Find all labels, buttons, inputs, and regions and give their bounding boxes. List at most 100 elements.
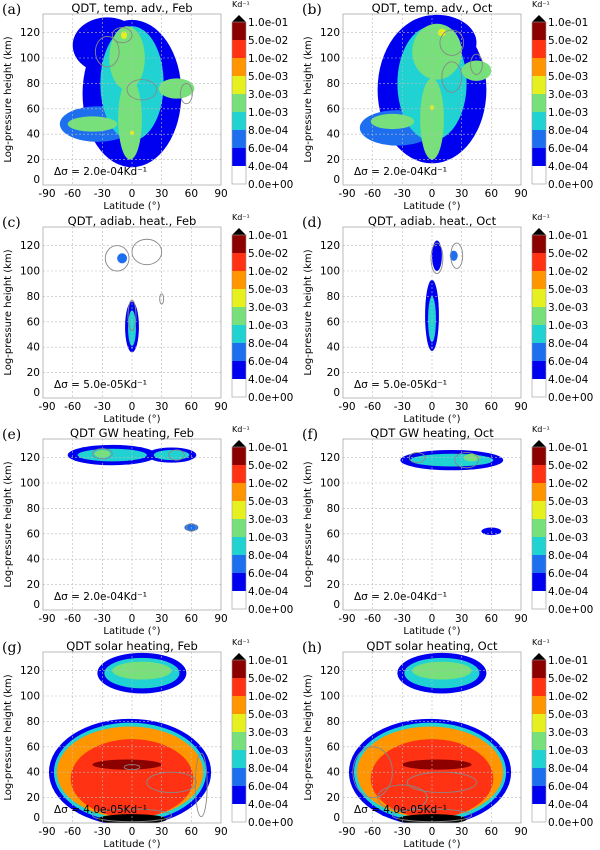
y-tick-label: 60	[27, 528, 40, 540]
colorbar-tick-label: 6.0e-04	[248, 781, 289, 793]
y-tick-label: 100	[320, 478, 340, 490]
y-tick-label: 0	[33, 812, 40, 824]
colorbar-tick-label: 6.0e-04	[248, 356, 289, 368]
colorbar: 1.0e-01 5.0e-02 1.0e-02 5.0e-03 3.0e-03 1.0e-…	[531, 15, 593, 191]
x-tick-label: -90	[38, 188, 55, 200]
y-tick-label: 0	[333, 599, 340, 611]
contour-line	[377, 783, 428, 811]
colorbar-extend-arrow	[232, 227, 246, 235]
colorbar-tick-label: 1.0e-01	[248, 17, 288, 29]
y-axis-label: Log-pressure height (km)	[3, 36, 14, 162]
x-tick-label: -90	[38, 826, 55, 838]
heatmap-region	[412, 661, 472, 679]
colorbar-tick-label: 8.0e-04	[548, 763, 589, 775]
panel-title: QDT, adiab. heat., Feb	[67, 213, 197, 228]
heatmap-region	[67, 116, 118, 132]
x-tick-label: 0	[129, 613, 136, 625]
colorbar-band	[232, 112, 246, 130]
plot-frame	[42, 226, 222, 398]
colorbar-band	[532, 76, 546, 94]
colorbar-band	[532, 501, 546, 519]
x-tick-label: -90	[38, 613, 55, 625]
colorbar-tick-label: 8.0e-04	[248, 550, 289, 562]
colorbar-units: Kd⁻¹	[532, 637, 550, 647]
colorbar-band	[232, 288, 246, 307]
colorbar-band	[532, 465, 546, 483]
x-tick-label: 30	[455, 188, 468, 200]
y-tick-label: 40	[327, 766, 340, 778]
colorbar-tick-label: 5.0e-02	[548, 673, 588, 685]
x-tick-label: 90	[514, 826, 527, 838]
y-axis-label: Log-pressure height (km)	[3, 461, 14, 587]
colorbar-band	[232, 659, 246, 678]
colorbar-band	[532, 40, 546, 58]
colorbar-tick-label: 1.0e-01	[248, 442, 288, 454]
colorbar-band	[532, 360, 546, 379]
colorbar-tick-label: 5.0e-03	[548, 496, 588, 508]
y-tick-label: 40	[27, 129, 40, 141]
heatmap-cells	[359, 14, 492, 164]
heatmap-region	[402, 759, 472, 770]
delta-sigma-label: Δσ = 5.0e-05Kd⁻¹	[54, 378, 147, 390]
colorbar-band	[232, 447, 246, 465]
panel-label: (g)	[2, 639, 22, 656]
x-axis-label: Latitude (°)	[403, 839, 460, 850]
colorbar-tick-label: 3.0e-03	[548, 89, 588, 101]
x-tick-label: 30	[155, 188, 168, 200]
y-tick-label: 60	[27, 103, 40, 115]
panel-title: QDT solar heating, Oct	[366, 638, 498, 653]
colorbar-tick-label: 4.0e-04	[248, 586, 289, 598]
colorbar-tick-label: 1.0e-03	[248, 745, 288, 757]
colorbar-tick-label: 4.0e-04	[548, 161, 589, 173]
y-tick-label: 20	[27, 154, 40, 166]
y-tick-label: 20	[327, 792, 340, 804]
colorbar-tick-label: 5.0e-02	[248, 460, 288, 472]
colorbar-band	[232, 573, 246, 591]
colorbar-band	[532, 342, 546, 361]
colorbar-tick-label: 6.0e-04	[548, 143, 589, 155]
y-axis-label: Log-pressure height (km)	[303, 249, 314, 375]
colorbar-tick-label: 1.0e-02	[548, 691, 588, 703]
colorbar-band	[232, 40, 246, 58]
colorbar-tick-label: 5.0e-03	[248, 496, 288, 508]
colorbar-band	[532, 749, 546, 768]
contour-line	[408, 452, 426, 464]
colorbar-band	[532, 591, 546, 609]
colorbar: 1.0e-01 5.0e-02 1.0e-02 5.0e-03 3.0e-03 1.0e-…	[231, 440, 293, 616]
colorbar-band	[232, 58, 246, 76]
colorbar-tick-label: 0.0e+00	[248, 604, 293, 616]
colorbar-band	[232, 166, 246, 184]
y-tick-label: 40	[327, 341, 340, 353]
colorbar-tick-label: 5.0e-02	[548, 35, 588, 47]
heatmap-region	[94, 449, 111, 458]
plot-frame	[42, 438, 222, 611]
y-tick-label: 120	[20, 665, 40, 677]
x-tick-label: 30	[455, 826, 468, 838]
delta-sigma-label: Δσ = 2.0e-04Kd⁻¹	[54, 166, 147, 178]
plot-frame	[342, 438, 522, 611]
contour-line	[126, 79, 158, 101]
colorbar-tick-label: 8.0e-04	[248, 338, 289, 350]
y-tick-label: 0	[333, 387, 340, 399]
y-tick-label: 120	[320, 240, 340, 252]
colorbar-extend-arrow	[532, 652, 546, 660]
colorbar-band	[532, 270, 546, 289]
colorbar-tick-label: 6.0e-04	[548, 356, 589, 368]
colorbar-tick-label: 5.0e-02	[248, 673, 288, 685]
colorbar-extend-arrow	[532, 227, 546, 235]
colorbar-band	[532, 713, 546, 732]
heatmap-region	[412, 23, 462, 80]
x-tick-label: 30	[455, 401, 468, 413]
contour-line	[91, 448, 113, 460]
y-tick-label: 40	[327, 129, 340, 141]
x-tick-label: 60	[185, 826, 198, 838]
panel-label: (e)	[2, 427, 22, 443]
colorbar-tick-label: 1.0e-02	[248, 691, 288, 703]
colorbar-band	[232, 94, 246, 112]
heatmap-region	[432, 240, 442, 271]
colorbar-tick-label: 5.0e-03	[548, 71, 588, 83]
colorbar-band	[232, 148, 246, 166]
delta-sigma-label: Δσ = 2.0e-04Kd⁻¹	[354, 591, 447, 603]
x-tick-label: 90	[514, 613, 527, 625]
heatmap-region	[158, 78, 195, 99]
